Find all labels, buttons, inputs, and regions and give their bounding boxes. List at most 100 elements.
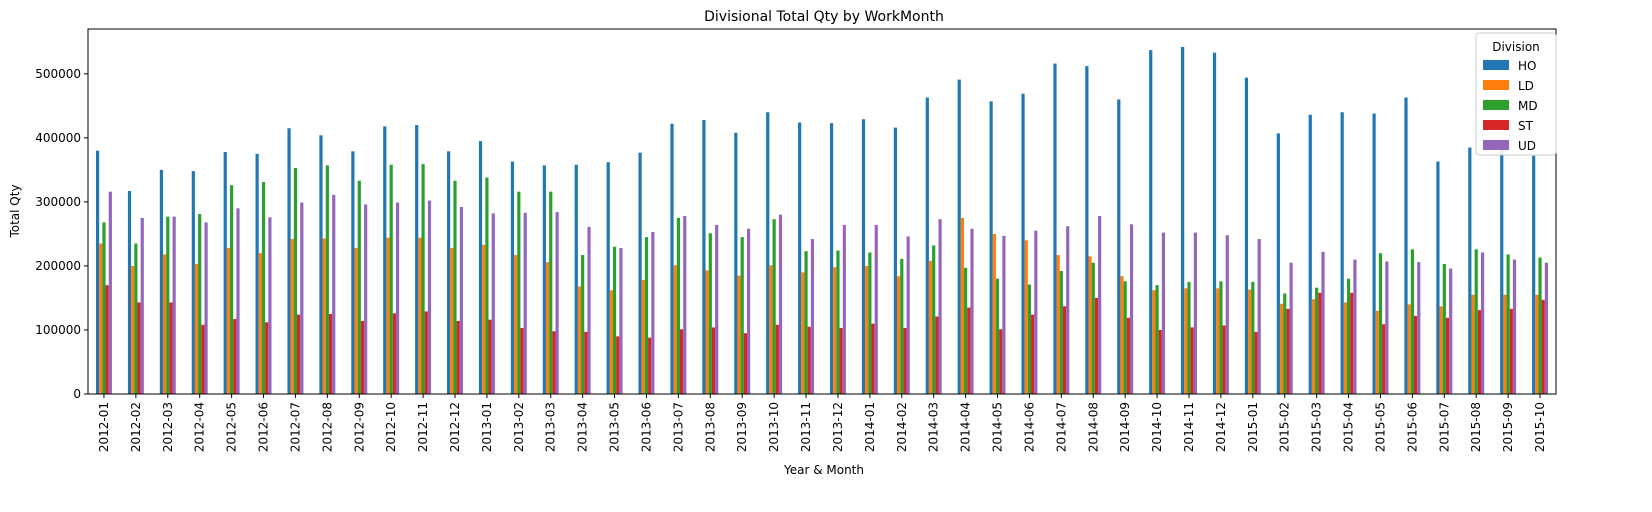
bar-ud-2014-11 <box>1193 232 1197 394</box>
bar-st-2014-10 <box>1158 329 1162 394</box>
bar-ld-2014-09 <box>1120 276 1124 394</box>
x-tick-label: 2015-05 <box>1373 402 1387 452</box>
bar-ud-2015-07 <box>1449 268 1453 394</box>
bar-ld-2012-03 <box>163 254 167 394</box>
bar-st-2012-04 <box>201 324 205 394</box>
y-tick-label: 300000 <box>35 195 81 209</box>
bar-ho-2015-03 <box>1308 114 1312 394</box>
x-axis-ticks: 2012-01 2012-02 2012-03 2012-04 2012-05 2012-… <box>97 394 1547 452</box>
x-tick-label: 2013-04 <box>576 402 590 452</box>
bar-ld-2015-10 <box>1535 294 1539 394</box>
x-tick-label: 2013-01 <box>480 402 494 452</box>
bar-ud-2012-12 <box>459 207 463 394</box>
bar-ho-2013-02 <box>510 161 515 394</box>
bar-md-2014-03 <box>932 245 936 394</box>
x-tick-label: 2014-02 <box>895 402 909 452</box>
bar-md-2012-11 <box>421 164 425 394</box>
bar-st-2015-06 <box>1413 315 1418 394</box>
bar-st-2015-04 <box>1350 292 1354 394</box>
bar-ud-2012-07 <box>300 202 304 394</box>
bar-ud-2014-09 <box>1129 224 1134 394</box>
bar-st-2013-02 <box>520 328 524 394</box>
bar-ho-2012-06 <box>255 153 259 394</box>
bar-ud-2013-05 <box>619 248 623 394</box>
bar-ho-2012-12 <box>447 151 451 394</box>
bar-ho-2012-07 <box>287 128 291 394</box>
x-tick-label: 2015-07 <box>1437 402 1451 452</box>
bar-ld-2015-05 <box>1375 310 1379 394</box>
bar-st-2013-03 <box>552 331 556 394</box>
bar-ud-2015-02 <box>1289 262 1293 394</box>
bar-ld-2015-02 <box>1279 303 1284 394</box>
legend-label-ld: LD <box>1518 79 1534 93</box>
bar-md-2015-03 <box>1315 287 1319 394</box>
x-tick-label: 2012-09 <box>352 402 366 452</box>
bar-ho-2014-07 <box>1053 63 1057 394</box>
bar-md-2013-08 <box>708 233 712 394</box>
bar-ho-2014-02 <box>893 127 897 395</box>
bar-ld-2012-12 <box>450 248 454 394</box>
bar-ld-2014-07 <box>1056 255 1060 394</box>
bar-md-2013-03 <box>549 191 553 394</box>
bar-md-2015-08 <box>1474 249 1478 394</box>
bar-md-2012-01 <box>102 222 106 394</box>
chart-title: Divisional Total Qty by WorkMonth <box>704 9 944 25</box>
bar-ho-2015-10 <box>1532 155 1536 394</box>
x-tick-label: 2014-05 <box>991 402 1005 452</box>
x-tick-label: 2013-03 <box>544 402 558 452</box>
bar-ld-2015-06 <box>1407 304 1411 394</box>
bar-ud-2014-08 <box>1098 215 1102 394</box>
bar-ud-2013-01 <box>491 213 495 394</box>
bar-md-2014-12 <box>1219 281 1223 394</box>
bar-ho-2014-05 <box>989 101 993 395</box>
x-tick-label: 2015-10 <box>1533 402 1547 452</box>
bar-ld-2013-11 <box>801 272 805 394</box>
bar-ld-2013-12 <box>833 267 837 394</box>
plot-frame <box>87 28 1557 395</box>
bar-md-2014-07 <box>1059 271 1063 394</box>
bar-ho-2013-10 <box>766 112 770 394</box>
bar-ud-2013-07 <box>683 215 687 394</box>
y-tick-label: 100000 <box>35 323 81 337</box>
x-tick-label: 2014-07 <box>1054 402 1068 452</box>
x-tick-label: 2012-10 <box>384 402 398 452</box>
x-tick-label: 2013-10 <box>767 402 781 452</box>
bar-st-2015-01 <box>1254 331 1258 394</box>
bar-ho-2013-08 <box>702 119 706 395</box>
legend-swatch-ho <box>1483 60 1509 70</box>
bar-ho-2014-01 <box>861 119 866 394</box>
bar-md-2015-07 <box>1442 264 1446 394</box>
bar-ho-2015-08 <box>1468 147 1472 394</box>
bar-ud-2014-05 <box>1002 235 1006 394</box>
y-axis-ticks: 0 100000 200000 300000 400000 500000 <box>35 67 88 401</box>
bar-st-2014-01 <box>871 323 875 394</box>
bar-md-2014-10 <box>1155 285 1159 394</box>
bar-ld-2013-06 <box>641 280 645 394</box>
bar-ld-2014-12 <box>1216 288 1220 394</box>
bar-st-2014-07 <box>1062 306 1067 394</box>
x-tick-label: 2012-08 <box>320 402 334 452</box>
y-axis-label: Total Qty <box>8 184 22 238</box>
bar-ho-2013-05 <box>606 162 610 394</box>
bar-md-2013-01 <box>485 177 489 394</box>
bar-md-2012-02 <box>134 243 138 394</box>
bar-ho-2015-02 <box>1276 133 1280 394</box>
bar-st-2015-05 <box>1382 324 1386 394</box>
x-tick-label: 2015-08 <box>1469 402 1483 452</box>
bar-st-2012-07 <box>297 314 301 394</box>
bar-ld-2012-02 <box>131 265 135 394</box>
bar-st-2012-09 <box>360 321 365 394</box>
bar-md-2015-06 <box>1410 249 1414 394</box>
bar-md-2013-05 <box>612 246 617 394</box>
bar-ud-2015-04 <box>1353 259 1357 394</box>
bar-md-2012-12 <box>453 180 457 394</box>
x-tick-label: 2015-06 <box>1405 402 1419 452</box>
bar-ld-2015-09 <box>1503 294 1507 394</box>
bar-ld-2013-03 <box>545 262 550 394</box>
bar-ld-2013-01 <box>482 244 486 394</box>
x-tick-label: 2013-09 <box>735 402 749 452</box>
bar-st-2013-01 <box>488 319 492 394</box>
bar-md-2015-01 <box>1251 281 1255 394</box>
bar-ho-2013-06 <box>638 152 642 394</box>
bar-ho-2014-10 <box>1149 50 1153 394</box>
